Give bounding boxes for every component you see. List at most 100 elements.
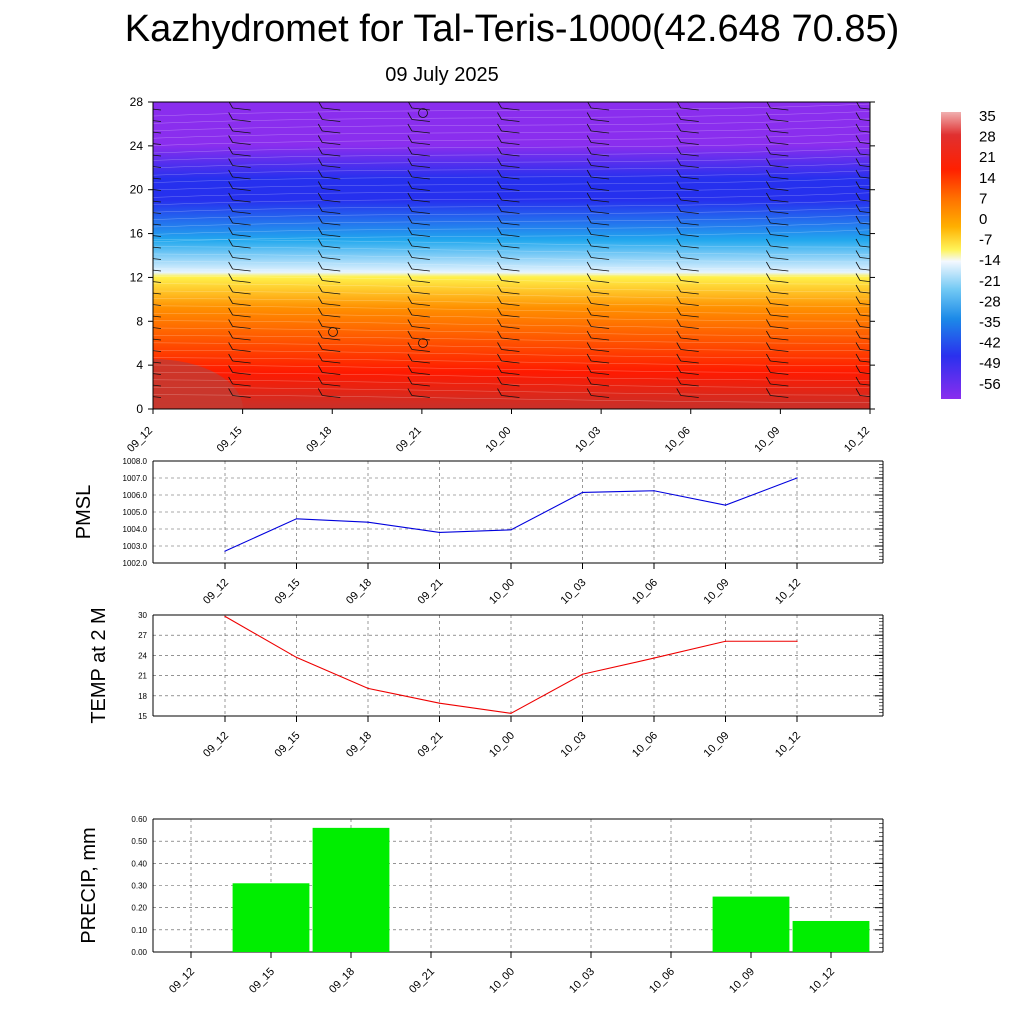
wind-barb-flag — [766, 123, 771, 132]
wind-barb-shaft — [859, 188, 870, 191]
wind-barb-flag — [766, 388, 771, 396]
x-tick-label: 09_21 — [416, 577, 446, 607]
wind-barb-shaft — [501, 291, 520, 295]
wind-barb-flag — [497, 388, 502, 396]
wind-barb-shaft — [153, 143, 162, 145]
wind-barb-shaft — [153, 373, 162, 375]
wind-barb-shaft — [770, 165, 789, 168]
wind-barb-flag — [676, 307, 682, 316]
data-point — [724, 640, 727, 642]
wind-barb-shaft — [859, 257, 870, 260]
wind-barb-flag — [586, 365, 592, 373]
wind-barb-shaft — [501, 337, 520, 341]
wind-barb-flag — [676, 353, 682, 362]
wind-barb-shaft — [591, 280, 610, 283]
y-tick-label: 1002.0 — [123, 559, 148, 568]
wind-barb-flag — [407, 204, 413, 212]
contour-line — [153, 305, 870, 315]
wind-barb-shaft — [680, 349, 699, 352]
wind-barb-shaft — [232, 360, 251, 364]
y-tick-label: 0.10 — [131, 926, 147, 935]
wind-barb-flag — [407, 112, 413, 120]
wind-barb-flag — [586, 158, 592, 166]
data-point — [438, 702, 441, 704]
wind-barb-flag — [766, 296, 771, 304]
wind-barb-flag — [317, 238, 323, 247]
y-tick-label: 4 — [136, 358, 143, 372]
contour-line — [153, 214, 870, 228]
wind-barb-shaft — [859, 153, 870, 156]
wind-barb-shaft — [859, 337, 870, 340]
wind-barb-shaft — [322, 349, 341, 352]
x-tick-label: 10_12 — [773, 730, 803, 760]
wind-barb-shaft — [501, 326, 520, 329]
wind-barb-shaft — [770, 326, 789, 329]
wind-barb-shaft — [680, 176, 699, 180]
wind-barb-shaft — [770, 314, 789, 318]
contour-line — [153, 140, 870, 154]
wind-barb-shaft — [232, 199, 251, 203]
wind-barb-flag — [497, 169, 502, 178]
wind-barb-flag — [766, 146, 771, 155]
wind-barb-flag — [317, 330, 323, 339]
wind-barb-shaft — [680, 268, 699, 272]
wind-barb-flag — [676, 227, 682, 235]
wind-barb-shaft — [322, 360, 341, 364]
wind-barb-flag — [855, 353, 861, 362]
x-tick-label: 10_00 — [487, 966, 517, 996]
wind-barb-shaft — [501, 268, 520, 272]
wind-barb-shaft — [680, 326, 699, 329]
wind-barb-flag — [139, 113, 143, 120]
wind-barb-flag — [855, 273, 861, 281]
colorbar-label: 14 — [979, 170, 996, 187]
x-tick-label: 10_06 — [663, 425, 693, 455]
wind-barb-shaft — [859, 245, 870, 248]
data-point — [367, 687, 369, 689]
wind-barb-shaft — [859, 268, 870, 271]
wind-barb-shaft — [411, 119, 430, 122]
wind-barb-flag — [228, 192, 233, 201]
wind-barb-shaft — [680, 142, 699, 145]
wind-barb-shaft — [322, 153, 341, 157]
wind-barb-shaft — [859, 119, 870, 122]
wind-barb-shaft — [770, 142, 789, 145]
wind-barb-flag — [676, 250, 682, 258]
cross-section-panel: 0 4 8 12 16 20 24 28 09_12 09_15 09_18 09_21 10_00 10… — [125, 95, 875, 455]
wind-barb-shaft — [591, 119, 610, 122]
colorbar-label: 35 — [979, 108, 996, 125]
wind-barb-shaft — [591, 176, 610, 180]
wind-barb-shaft — [232, 337, 251, 341]
wind-barb-shaft — [680, 291, 699, 295]
wind-barb-flag — [139, 389, 143, 396]
colorbar-label: -21 — [979, 273, 1001, 290]
x-tick-label: 09_21 — [394, 425, 424, 455]
wind-barb-shaft — [591, 326, 610, 329]
wind-barb-shaft — [153, 120, 162, 122]
wind-barb-shaft — [232, 176, 251, 180]
wind-barb-shaft — [232, 291, 251, 295]
wind-barb-shaft — [859, 314, 870, 317]
wind-barb-shaft — [322, 211, 341, 214]
cross-section-fill — [139, 102, 870, 409]
y-tick-label: 20 — [130, 183, 144, 197]
x-tick-label: 10_03 — [567, 966, 597, 996]
wind-barb-flag — [766, 319, 771, 327]
wind-barb-shaft — [591, 188, 610, 191]
wind-barb-flag — [676, 261, 682, 270]
x-tick-label: 10_06 — [630, 730, 660, 760]
wind-barb-flag — [497, 215, 502, 224]
wind-barb-shaft — [859, 222, 870, 225]
wind-barb-shaft — [411, 280, 430, 283]
y-tick-label: 8 — [136, 314, 143, 328]
wind-barb-shaft — [232, 280, 251, 283]
wind-barb-shaft — [232, 257, 251, 260]
wind-barb-shaft — [411, 395, 430, 398]
calm-circle — [328, 327, 338, 337]
wind-barb-shaft — [411, 188, 430, 191]
wind-barb-shaft — [232, 314, 251, 318]
wind-barb-shaft — [859, 383, 870, 386]
wind-barb-shaft — [680, 222, 699, 226]
wind-barb-flag — [317, 181, 323, 189]
wind-barb-shaft — [153, 235, 162, 237]
wind-barb-flag — [407, 261, 413, 270]
